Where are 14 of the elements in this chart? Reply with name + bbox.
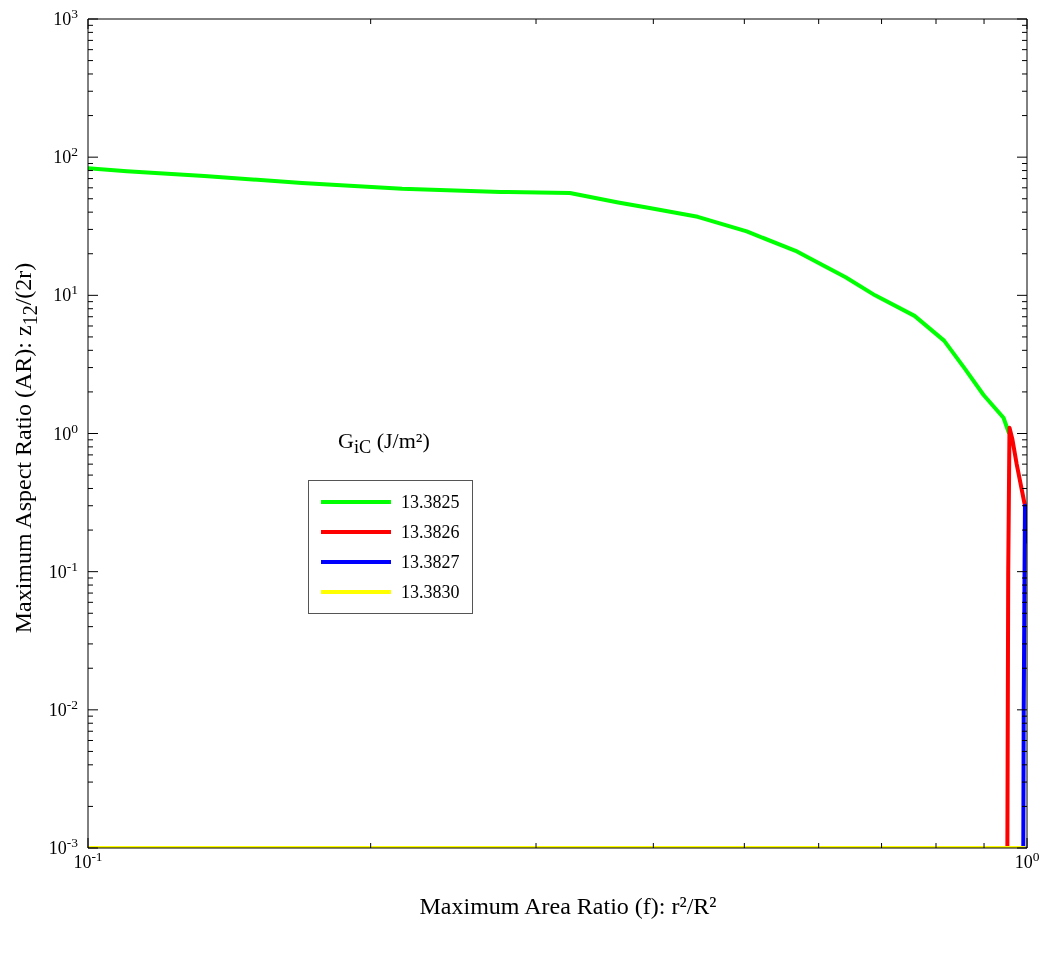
line-series — [1021, 503, 1027, 848]
x-axis-title: Maximum Area Ratio (f): r²/R² — [418, 893, 718, 920]
y-tick-label: 10$^{2}$ — [53, 143, 78, 168]
line-series — [1005, 425, 1027, 848]
legend-label: 13.3827 — [401, 551, 460, 573]
legend-label: 13.3830 — [401, 581, 460, 603]
y-tick-label: 10$^{0}$ — [53, 420, 79, 444]
legend-label: 13.3826 — [401, 521, 460, 543]
y-tick-label: 10$^{-2}$ — [48, 696, 78, 720]
y-tick-label: 10$^{-1}$ — [48, 558, 78, 582]
legend-label: 13.3825 — [401, 491, 460, 513]
legend-title: G$_{iC}$ (J/m²) — [338, 428, 431, 459]
y-tick-label: 10$^{1}$ — [53, 281, 78, 306]
y-tick-label: 10$^{3}$ — [53, 5, 79, 29]
